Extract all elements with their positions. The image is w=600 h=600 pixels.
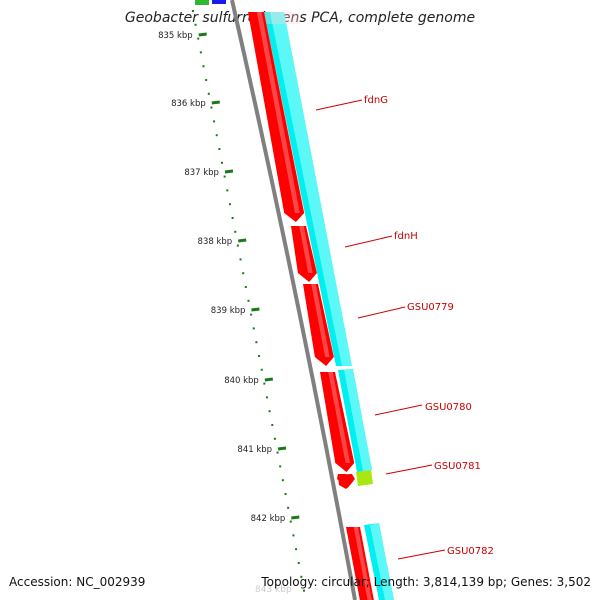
cds-segment-highlight	[344, 369, 372, 471]
cds-track	[250, 12, 394, 600]
minor-tick	[226, 189, 229, 192]
gene-arrow-highlight	[311, 284, 330, 357]
gene-leader-line	[344, 235, 393, 248]
gene-arrow-highlight	[353, 527, 372, 600]
gene-label: GSU0779	[407, 302, 454, 313]
gene-label: GSU0781	[434, 461, 481, 472]
minor-tick	[258, 355, 261, 357]
minor-tick	[231, 217, 234, 219]
minor-tick	[244, 286, 247, 288]
major-tick	[291, 515, 300, 520]
minor-tick	[191, 10, 194, 12]
minor-tick	[287, 506, 290, 509]
minor-tick	[234, 230, 237, 233]
minor-tick	[297, 562, 300, 564]
minor-tick	[265, 396, 268, 399]
gene-track	[248, 12, 374, 600]
major-tick	[224, 169, 234, 174]
minor-tick	[303, 589, 306, 592]
minor-tick	[263, 382, 266, 385]
minor-tick	[255, 341, 258, 344]
major-tick	[238, 238, 247, 243]
misc-feature	[356, 470, 373, 486]
gene-arrow	[291, 226, 317, 282]
gene-arrow	[338, 474, 352, 489]
major-tick	[251, 307, 260, 312]
minor-tick	[247, 299, 250, 302]
minor-tick	[215, 134, 218, 137]
minor-tick	[284, 493, 287, 495]
minor-tick	[228, 203, 231, 206]
major-tick	[264, 377, 274, 382]
cds-segment-highlight	[370, 523, 394, 600]
cds-segment-highlight	[270, 12, 352, 366]
minor-tick	[260, 368, 263, 371]
tick-label: 836 kbp	[171, 99, 206, 109]
gene-arrow	[346, 527, 374, 600]
tick-label: 839 kbp	[211, 306, 246, 316]
gene-leader-line	[397, 549, 446, 560]
gene-label: fdnH	[394, 231, 418, 242]
genome-summary: Topology: circular; Length: 3,814,139 bp…	[261, 575, 591, 589]
minor-tick	[205, 79, 208, 81]
gene-leader-line	[357, 306, 406, 319]
gene-label: GSU0782	[447, 546, 494, 557]
gene-label: GSU0780	[425, 402, 472, 413]
minor-ticks	[191, 10, 306, 592]
minor-tick	[194, 23, 197, 26]
minor-tick	[292, 534, 295, 537]
minor-tick	[199, 51, 202, 54]
major-tick	[198, 32, 207, 37]
minor-tick	[221, 161, 224, 164]
gene-arrow-highlight	[256, 12, 300, 213]
minor-tick	[281, 479, 284, 482]
tick-label: 840 kbp	[224, 376, 259, 386]
gene-leader-line	[374, 404, 423, 416]
tick-label: 835 kbp	[158, 31, 193, 41]
minor-tick	[197, 37, 200, 40]
tick-label: 837 kbp	[184, 168, 219, 178]
tick-label: 838 kbp	[198, 237, 233, 247]
gene-labels: fdnG fdnH GSU0779 GSU0780 GSU0781 GSU0782	[315, 95, 494, 560]
gene-arrow	[320, 372, 355, 472]
gene-arrow	[303, 284, 334, 366]
major-tick	[277, 446, 287, 451]
minor-tick	[236, 244, 239, 247]
minor-tick	[279, 465, 282, 468]
minor-tick	[242, 272, 245, 275]
minor-tick	[271, 424, 274, 426]
minor-tick	[273, 437, 276, 440]
minor-tick	[239, 258, 242, 261]
gene-leader-line	[385, 464, 433, 475]
minor-tick	[252, 327, 255, 330]
minor-tick	[268, 410, 271, 413]
gene-label: fdnG	[364, 95, 388, 106]
gene-arrow	[248, 12, 305, 222]
minor-tick	[210, 106, 213, 109]
gene-leader-line	[315, 99, 363, 111]
gene-arrow-highlight	[299, 226, 313, 273]
map-title: Geobacter sulfurreducens PCA, complete g…	[124, 10, 476, 26]
minor-tick	[250, 313, 253, 316]
minor-tick	[213, 120, 216, 123]
blue-feature	[212, 0, 226, 4]
minor-tick	[300, 575, 303, 578]
major-tick	[211, 100, 220, 105]
tick-label: 843 kbp	[255, 585, 292, 595]
green-feature	[195, 0, 209, 5]
minor-tick	[276, 451, 279, 454]
minor-tick	[295, 548, 298, 551]
accession-label: Accession: NC_002939	[9, 575, 146, 589]
backbone-line	[230, 0, 357, 600]
minor-tick	[218, 148, 221, 150]
minor-tick	[289, 520, 292, 523]
major-ticks: 835 kbp 836 kbp 837 kbp 838 kbp 839 kbp 840 k…	[158, 31, 300, 524]
gene-arrow-highlight	[328, 372, 351, 463]
tick-label: 841 kbp	[237, 445, 272, 455]
minor-tick	[207, 92, 210, 95]
minor-tick	[202, 65, 205, 68]
tick-label: 842 kbp	[251, 514, 286, 524]
minor-tick	[223, 175, 226, 178]
